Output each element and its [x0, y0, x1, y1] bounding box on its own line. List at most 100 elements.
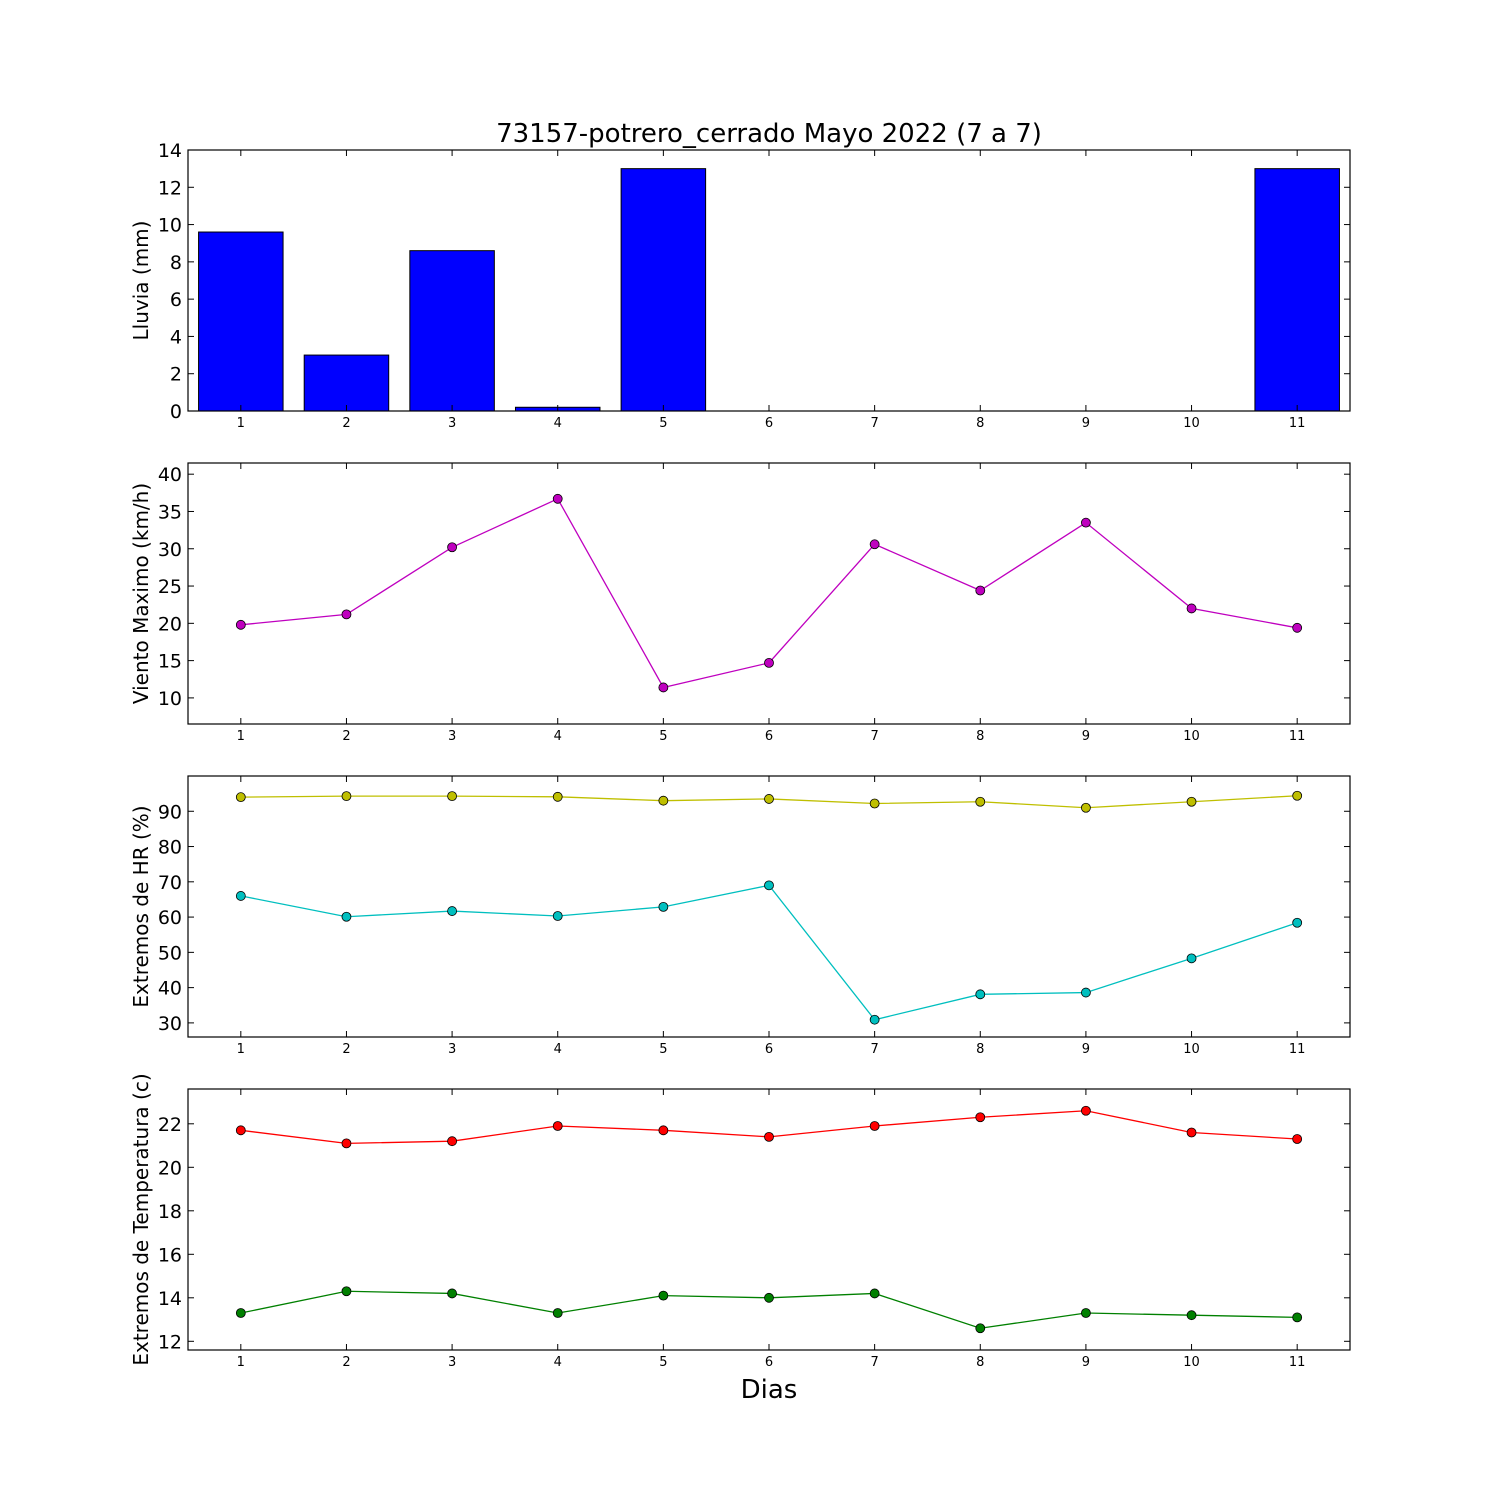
series-1-point-day-6	[764, 794, 774, 804]
y-tick-label: 20	[158, 1157, 182, 1179]
x-tick-label: 10	[1183, 1042, 1200, 1057]
series-1-point-day-9	[1081, 1105, 1091, 1116]
series-1-point-day-10	[1186, 603, 1197, 614]
series-2-point-day-4	[552, 911, 563, 921]
series-line-2	[240, 884, 1298, 1021]
y-tick-label: 50	[158, 942, 182, 964]
y-tick-label: 0	[170, 401, 182, 423]
axes-frame	[187, 1088, 1351, 1351]
series-2-point-day-11	[1292, 1312, 1303, 1323]
x-tick-label: 6	[765, 729, 773, 744]
series-1-point-day-9	[1081, 802, 1091, 813]
x-tick-label: 9	[1082, 416, 1090, 431]
series-1-point-day-10	[1186, 1127, 1197, 1138]
x-tick-label: 2	[342, 1042, 350, 1057]
series-2-point-day-2	[341, 911, 352, 922]
x-tick-label: 9	[1082, 1042, 1090, 1057]
x-tick-label: 10	[1183, 1355, 1200, 1370]
x-tick-label: 6	[765, 1042, 773, 1057]
y-tick-label: 35	[158, 501, 182, 523]
y-tick-label: 18	[158, 1201, 182, 1223]
y-tick-label: 10	[158, 215, 182, 237]
series-1-point-day-1	[235, 1125, 246, 1136]
y-tick-label: 14	[158, 1288, 182, 1310]
series-2-point-day-6	[764, 1292, 774, 1303]
x-tick-label: 7	[870, 1042, 878, 1057]
x-tick-label: 11	[1289, 1355, 1306, 1370]
axes-frame	[187, 462, 1351, 725]
series-1-point-day-5	[658, 682, 669, 693]
y-tick-label: 25	[158, 576, 182, 598]
x-tick-label: 2	[342, 729, 350, 744]
series-2-point-day-7	[869, 1014, 880, 1025]
x-tick-label: 8	[976, 416, 984, 431]
series-1-point-day-5	[658, 1125, 669, 1136]
x-tick-label: 10	[1183, 729, 1200, 744]
series-2-point-day-1	[235, 1308, 246, 1318]
series-1-point-day-4	[552, 791, 563, 802]
x-tick-label: 3	[448, 1042, 456, 1057]
bar-day-11	[1254, 168, 1340, 412]
y-tick-label: 14	[158, 140, 182, 162]
x-tick-label: 11	[1289, 1042, 1306, 1057]
series-2-point-day-3	[447, 1288, 457, 1299]
x-tick-label: 10	[1183, 416, 1200, 431]
x-tick-label: 1	[237, 1355, 245, 1370]
y-tick-label: 22	[158, 1114, 182, 1136]
x-tick-label: 7	[870, 1355, 878, 1370]
x-tick-label: 11	[1289, 729, 1306, 744]
x-tick-label: 6	[765, 416, 773, 431]
x-tick-label: 5	[659, 1355, 667, 1370]
series-1-point-day-8	[975, 585, 986, 596]
x-axis-label: Dias	[741, 1375, 798, 1405]
series-1-point-day-4	[552, 1121, 563, 1131]
x-tick-label: 1	[237, 729, 245, 744]
x-tick-label: 4	[554, 416, 562, 431]
x-tick-label: 9	[1082, 729, 1090, 744]
y-tick-label: 40	[158, 978, 182, 1000]
y-tick-label: 80	[158, 837, 182, 859]
series-2-point-day-3	[447, 906, 457, 916]
series-1-point-day-2	[341, 1138, 352, 1149]
series-1-point-day-3	[447, 791, 457, 802]
series-1-point-day-10	[1186, 796, 1197, 807]
y-tick-label: 90	[158, 801, 182, 823]
x-tick-label: 7	[870, 729, 878, 744]
y-tick-label: 10	[158, 688, 182, 710]
series-1-point-day-11	[1292, 622, 1303, 633]
x-tick-label: 3	[448, 729, 456, 744]
series-1-point-day-8	[975, 796, 986, 807]
series-2-point-day-4	[552, 1308, 563, 1318]
x-tick-label: 8	[976, 729, 984, 744]
y-tick-label: 12	[158, 1331, 182, 1353]
y-tick-label: 20	[158, 613, 182, 635]
x-tick-label: 6	[765, 1355, 773, 1370]
bar-day-2	[303, 354, 390, 412]
bar-day-5	[620, 168, 707, 412]
y-axis-label: Lluvia (mm)	[129, 221, 153, 341]
series-1-point-day-3	[447, 542, 457, 553]
series-1-point-day-11	[1292, 790, 1303, 801]
y-tick-label: 4	[170, 326, 182, 348]
series-1-point-day-7	[869, 1121, 880, 1131]
x-tick-label: 4	[554, 1042, 562, 1057]
series-2-point-day-9	[1081, 987, 1091, 998]
series-2-point-day-5	[658, 901, 669, 912]
y-tick-label: 60	[158, 907, 182, 929]
series-1-point-day-6	[764, 657, 774, 668]
y-axis-label: Extremos de HR (%)	[129, 805, 153, 1007]
x-tick-label: 3	[448, 1355, 456, 1370]
series-2-point-day-9	[1081, 1308, 1091, 1318]
series-1-point-day-4	[552, 493, 563, 504]
x-tick-label: 2	[342, 1355, 350, 1370]
series-1-point-day-8	[975, 1112, 986, 1123]
y-axis-label: Extremos de Temperatura (c)	[129, 1073, 153, 1365]
x-tick-label: 8	[976, 1355, 984, 1370]
series-2-point-day-5	[658, 1290, 669, 1301]
x-tick-label: 4	[554, 729, 562, 744]
series-1-point-day-3	[447, 1136, 457, 1147]
y-tick-label: 30	[158, 539, 182, 561]
